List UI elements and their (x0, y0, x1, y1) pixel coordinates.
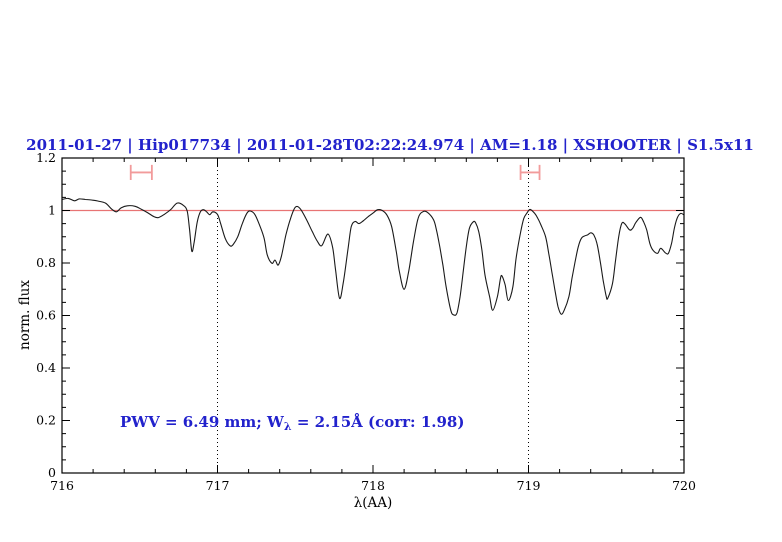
plot-title: 2011-01-27 | Hip017734 | 2011-01-28T02:2… (26, 136, 754, 154)
band-marker (519, 164, 541, 181)
y-tick-label: 0 (48, 465, 56, 480)
x-axis-label: λ(AA) (354, 495, 393, 511)
y-tick-label: 0.8 (36, 255, 56, 270)
x-tick-label: 717 (206, 478, 230, 493)
pwv-annotation-prefix: PWV = 6.49 mm; W (120, 413, 285, 431)
pwv-annotation-suffix: = 2.15Å (corr: 1.98) (292, 413, 465, 431)
x-tick-label: 716 (50, 478, 74, 493)
spectrum-curve (61, 197, 685, 316)
y-tick-label: 0.2 (36, 413, 56, 428)
y-axis-label: norm. flux (17, 280, 33, 350)
band-marker (129, 164, 153, 181)
x-tick-label: 718 (361, 478, 385, 493)
y-tick-label: 0.6 (36, 308, 56, 323)
y-tick-label: 1 (48, 203, 56, 218)
pwv-annotation: PWV = 6.49 mm; Wλ = 2.15Å (corr: 1.98) (120, 413, 464, 433)
x-tick-label: 719 (517, 478, 541, 493)
y-tick-label: 1.2 (36, 150, 56, 165)
pwv-annotation-subscript: λ (284, 420, 292, 433)
y-tick-label: 0.4 (36, 360, 56, 375)
plot-dynamic-layer: 716 717 718 719 720 0 0.2 0.4 0.6 0.8 1 1.2 (36, 150, 696, 493)
x-tick-label: 720 (672, 478, 696, 493)
